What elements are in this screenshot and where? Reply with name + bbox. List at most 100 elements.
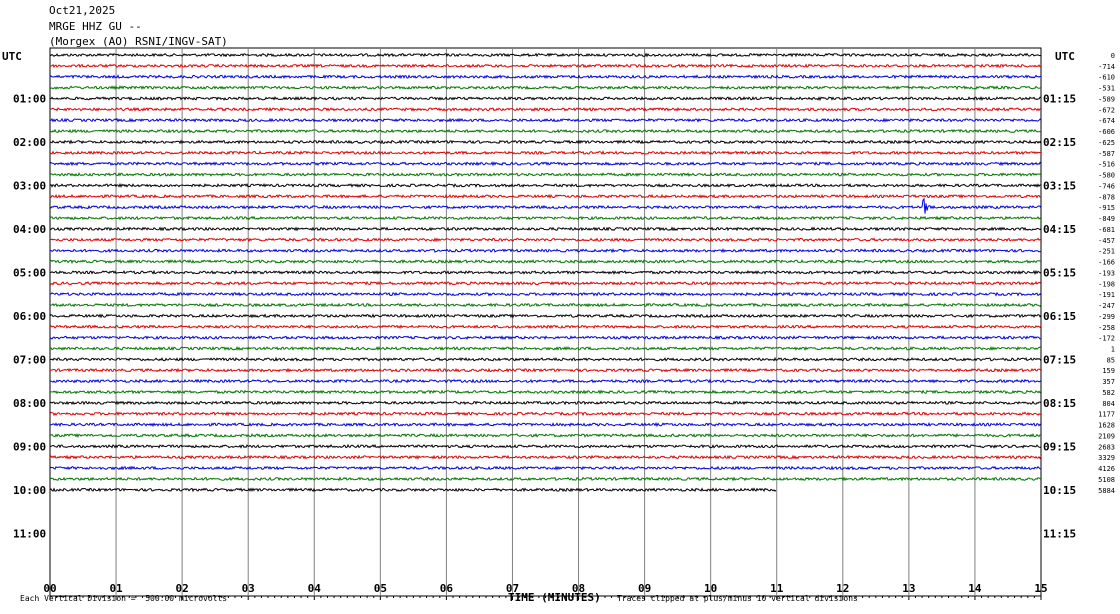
left-hour-label: 10:00 (13, 484, 46, 497)
seismic-trace (49, 161, 1042, 167)
trace-offset-label: 159 (1102, 367, 1115, 375)
trace-offset-label: 2109 (1098, 432, 1115, 440)
trace-offset-label: -166 (1098, 259, 1115, 267)
left-hour-label: 07:00 (13, 353, 46, 366)
trace-offset-label: -258 (1098, 324, 1115, 332)
trace-offset-label: -191 (1098, 291, 1115, 299)
trace-offset-label: 1 (1111, 345, 1115, 353)
seismic-trace (49, 150, 1041, 156)
x-tick-label: 06 (440, 582, 454, 595)
seismic-trace (49, 197, 1042, 214)
seismic-trace (49, 324, 1042, 330)
x-tick-label: 12 (836, 582, 849, 595)
x-tick-label: 15 (1034, 582, 1047, 595)
trace-offset-label: 582 (1102, 389, 1115, 397)
x-tick-label: 04 (308, 582, 322, 595)
x-tick-label: 10 (704, 582, 717, 595)
trace-offset-label: -714 (1098, 63, 1115, 71)
seismic-trace (50, 378, 1042, 384)
seismic-trace (49, 182, 1041, 188)
right-hour-label: 11:15 (1043, 527, 1076, 540)
trace-offset-label: -849 (1098, 215, 1115, 223)
seismic-trace (50, 367, 1042, 373)
seismic-trace (49, 52, 1042, 58)
x-tick-label: 08 (572, 582, 585, 595)
seismic-trace (49, 411, 1042, 417)
right-hour-label: 10:15 (1043, 484, 1076, 497)
left-hour-label: 01:00 (13, 92, 46, 105)
date-label: Oct21,2025 (49, 4, 116, 17)
right-hour-label: 07:15 (1043, 353, 1076, 366)
trace-offset-label: -299 (1098, 313, 1115, 321)
right-hour-label: 03:15 (1043, 179, 1076, 192)
x-tick-label: 09 (638, 582, 651, 595)
seismic-trace (49, 454, 1042, 460)
trace-offset-label: 2683 (1098, 443, 1115, 451)
seismic-trace (49, 302, 1042, 308)
trace-offset-label: -247 (1098, 302, 1115, 310)
seismic-trace (49, 346, 1042, 352)
x-tick-label: 05 (374, 582, 387, 595)
trace-offset-label: 1177 (1098, 411, 1115, 419)
seismic-trace (49, 237, 1042, 243)
seismic-trace (49, 128, 1042, 134)
trace-offset-label: -606 (1098, 128, 1115, 136)
seismic-trace (49, 443, 1042, 449)
seismic-trace (49, 215, 1042, 221)
seismic-trace (49, 465, 1042, 471)
right-hour-label: 09:15 (1043, 440, 1076, 453)
right-hour-label: 05:15 (1043, 266, 1076, 279)
trace-offset-label: -672 (1098, 106, 1115, 114)
trace-offset-label: -681 (1098, 226, 1115, 234)
seismic-trace (49, 193, 1042, 199)
seismic-trace (49, 63, 1042, 69)
trace-offset-label: -580 (1098, 172, 1115, 180)
trace-offset-label: -610 (1098, 74, 1115, 82)
seismic-trace (49, 356, 1042, 362)
left-hour-label: 04:00 (13, 223, 46, 236)
seismic-trace (49, 389, 1042, 395)
right-utc-label: UTC (1055, 50, 1075, 63)
seismic-trace (49, 280, 1042, 286)
seismic-trace (49, 313, 1042, 319)
x-tick-label: 01 (109, 582, 123, 595)
right-hour-label: 08:15 (1043, 397, 1076, 410)
seismic-trace (49, 226, 1042, 232)
clip-note: Traces clipped at plus/minus 10 vertical… (617, 594, 858, 603)
x-tick-label: 07 (506, 582, 519, 595)
trace-offset-label: -625 (1098, 139, 1115, 147)
trace-offset-label: -674 (1098, 117, 1115, 125)
scale-note: Each Vertical Division = 500.00 microvol… (20, 594, 228, 603)
seismic-trace (49, 259, 1042, 265)
seismic-trace (49, 335, 1042, 341)
seismic-trace (49, 74, 1042, 80)
left-hour-label: 06:00 (13, 310, 46, 323)
seismic-trace (49, 172, 1042, 178)
seismic-trace (49, 476, 1042, 482)
x-tick-label: 13 (902, 582, 915, 595)
left-hour-label: 08:00 (13, 397, 46, 410)
trace-offset-label: 804 (1102, 400, 1115, 408)
trace-offset-label: -587 (1098, 150, 1115, 158)
x-axis-title: TIME (MINUTES) (508, 591, 601, 604)
right-hour-label: 04:15 (1043, 223, 1076, 236)
x-tick-label: 11 (770, 582, 784, 595)
left-hour-label: 03:00 (13, 179, 46, 192)
seismic-trace (49, 95, 1042, 102)
left-hour-label: 11:00 (13, 527, 46, 540)
x-tick-label: 14 (968, 582, 982, 595)
trace-offset-label: -746 (1098, 182, 1115, 190)
trace-offset-label: -531 (1098, 85, 1115, 93)
x-tick-label: 02 (176, 582, 189, 595)
seismic-trace (49, 117, 1042, 123)
right-hour-label: 06:15 (1043, 310, 1076, 323)
trace-offset-label: 0 (1111, 52, 1115, 60)
seismic-trace (49, 248, 1042, 254)
right-hour-label: 02:15 (1043, 136, 1076, 149)
seismic-trace (49, 422, 1042, 428)
seismic-trace (49, 432, 1042, 438)
seismic-trace (49, 487, 777, 493)
trace-offset-label: -172 (1098, 335, 1115, 343)
trace-offset-label: -193 (1098, 269, 1115, 277)
